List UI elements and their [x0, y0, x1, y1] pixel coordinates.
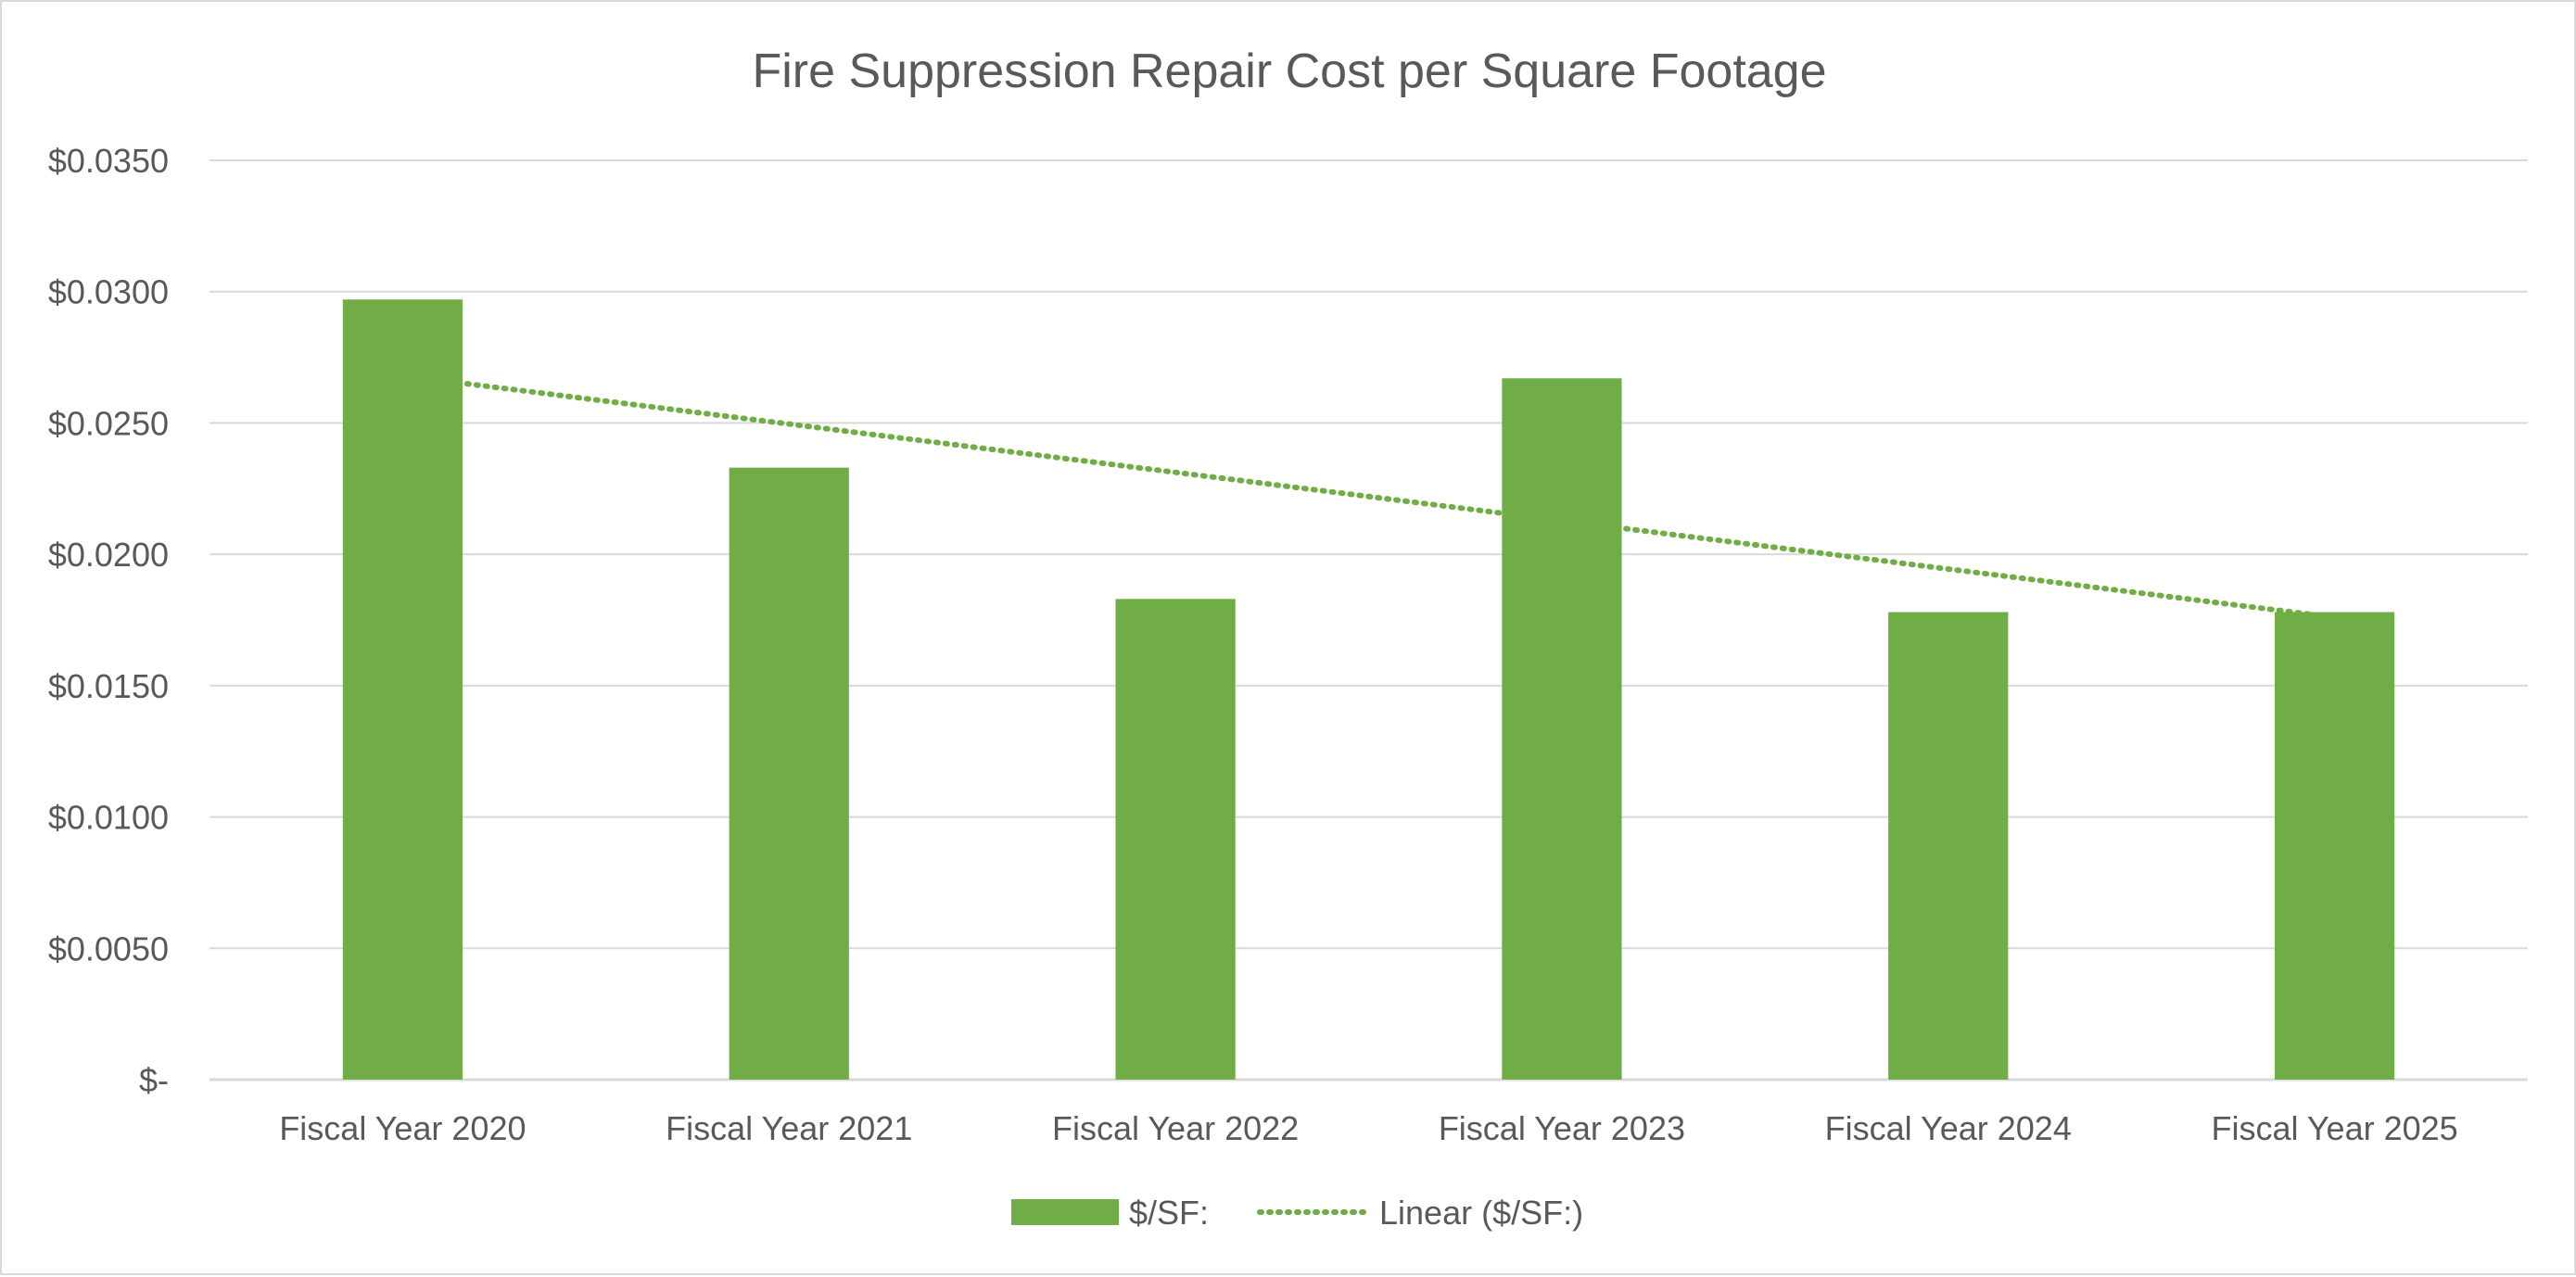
x-tick-label: Fiscal Year 2021	[666, 1109, 912, 1147]
x-tick-label: Fiscal Year 2020	[279, 1109, 526, 1147]
y-tick-label: $0.0050	[48, 929, 169, 967]
trendline	[400, 373, 2338, 621]
y-tick-label: $0.0100	[48, 799, 169, 837]
y-tick-label: $0.0250	[48, 404, 169, 442]
y-tick-label: $0.0300	[48, 273, 169, 311]
trendline-group	[400, 373, 2338, 621]
bar	[2274, 612, 2395, 1080]
legend-label-trendline: Linear ($/SF:)	[1379, 1194, 1583, 1232]
chart-title: Fire Suppression Repair Cost per Square …	[752, 44, 1826, 98]
legend-swatch-bar	[1011, 1199, 1119, 1225]
legend: $/SF: Linear ($/SF:)	[1011, 1194, 1583, 1232]
x-axis-ticks: Fiscal Year 2020 Fiscal Year 2021 Fiscal Y…	[279, 1109, 2457, 1147]
legend-label-series: $/SF:	[1129, 1194, 1209, 1232]
bar	[342, 299, 463, 1080]
y-tick-label: $0.0150	[48, 667, 169, 705]
gridlines	[209, 159, 2528, 1081]
y-tick-label: $0.0350	[48, 142, 169, 180]
bar	[729, 467, 849, 1080]
bar	[1502, 378, 1622, 1080]
x-tick-label: Fiscal Year 2022	[1052, 1109, 1299, 1147]
y-tick-label: $-	[139, 1061, 169, 1099]
bar	[1115, 599, 1236, 1080]
y-tick-label: $0.0200	[48, 536, 169, 574]
y-axis-ticks: $- $0.0050 $0.0100 $0.0150 $0.0200 $0.0250 $0.…	[48, 142, 169, 1099]
x-tick-label: Fiscal Year 2024	[1825, 1109, 2072, 1147]
x-tick-label: Fiscal Year 2025	[2211, 1109, 2457, 1147]
bar	[1888, 612, 2009, 1080]
bars	[342, 299, 2395, 1080]
x-tick-label: Fiscal Year 2023	[1439, 1109, 1685, 1147]
